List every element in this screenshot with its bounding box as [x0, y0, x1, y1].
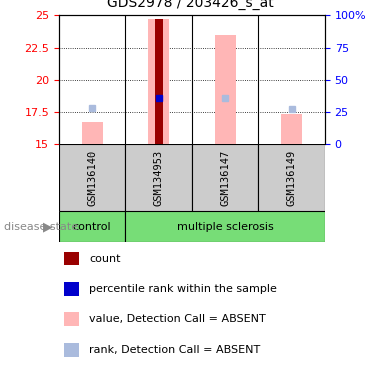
Text: GSM134953: GSM134953	[154, 149, 164, 206]
Bar	[59, 144, 125, 211]
Bar	[214, 35, 236, 144]
Bar	[64, 252, 79, 265]
Bar	[81, 122, 103, 144]
Text: percentile rank within the sample: percentile rank within the sample	[90, 284, 277, 294]
Text: value, Detection Call = ABSENT: value, Detection Call = ABSENT	[90, 314, 266, 324]
Bar	[64, 282, 79, 296]
Bar	[192, 144, 258, 211]
Text: ▶: ▶	[43, 220, 52, 233]
Text: multiple sclerosis: multiple sclerosis	[177, 222, 274, 232]
Text: count: count	[90, 253, 121, 263]
Text: control: control	[73, 222, 111, 232]
Text: GSM136140: GSM136140	[87, 149, 97, 206]
Bar	[59, 211, 125, 242]
Bar	[258, 144, 325, 211]
Bar	[64, 313, 79, 326]
Text: GDS2978 / 203426_s_at: GDS2978 / 203426_s_at	[107, 0, 273, 10]
Bar	[125, 211, 325, 242]
Bar	[155, 19, 163, 144]
Text: disease state: disease state	[4, 222, 78, 232]
Bar	[281, 114, 302, 144]
Bar	[125, 144, 192, 211]
Bar	[64, 343, 79, 357]
Text: GSM136149: GSM136149	[287, 149, 297, 206]
Bar	[148, 19, 169, 144]
Text: GSM136147: GSM136147	[220, 149, 230, 206]
Text: rank, Detection Call = ABSENT: rank, Detection Call = ABSENT	[90, 345, 261, 355]
